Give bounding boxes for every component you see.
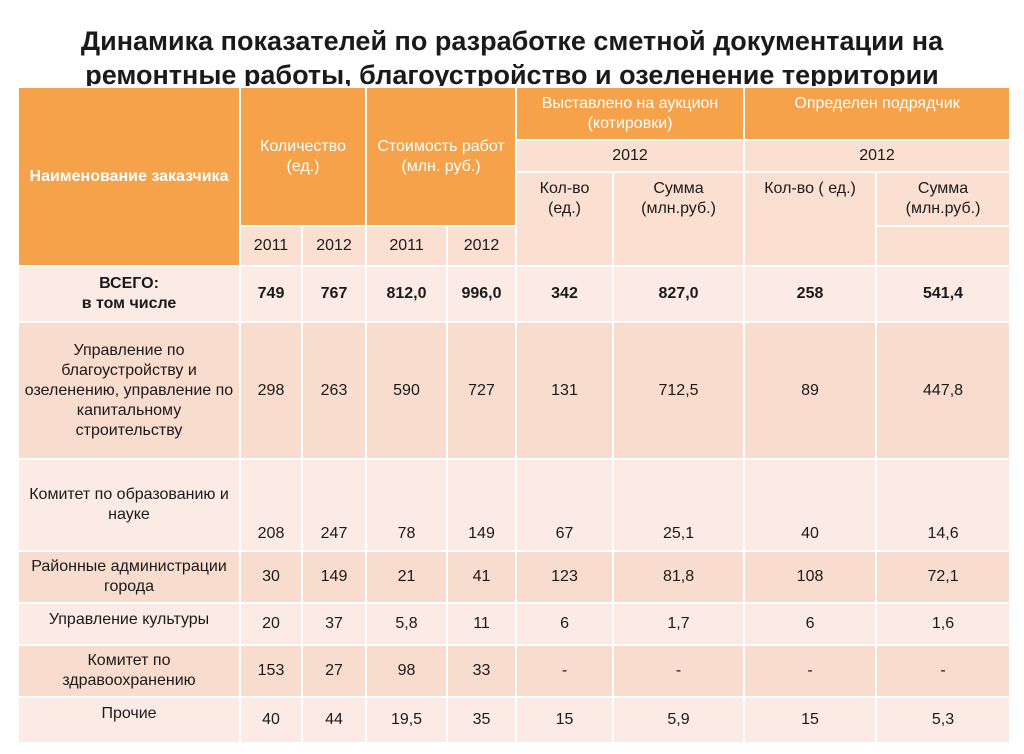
cell-auction-sum: 827,0 [612,265,746,323]
cell-auction-sum: 1,7 [612,602,746,646]
table-row: Прочие 40 44 19,5 35 15 5,9 15 5,3 [17,696,1012,744]
cell-contractor-count: 6 [743,602,878,646]
cell-c2011: 812,0 [365,265,449,323]
cell-auction-sum: 712,5 [612,321,746,460]
header-empty-cell [875,225,1012,267]
cell-q2011: 208 [239,458,303,552]
header-contractor-year: 2012 [743,139,1012,173]
page-title: Динамика показателей по разработке сметн… [0,24,1024,92]
cell-auction-count: 342 [515,265,615,323]
cell-contractor-count: 15 [743,696,878,744]
cell-c2011: 21 [365,550,449,604]
title-line-2: ремонтные работы, благоустройство и озел… [85,60,939,90]
header-contractor-count: Кол-во ( ед.) [743,171,878,267]
cell-q2011: 298 [239,321,303,460]
cell-auction-count: 123 [515,550,615,604]
cell-contractor-sum: 1,6 [875,602,1012,646]
cell-c2011: 5,8 [365,602,449,646]
cell-contractor-sum: 447,8 [875,321,1012,460]
table-row: ВСЕГО: в том числе 749 767 812,0 996,0 3… [17,265,1012,323]
table-row: Управление по благоустройству и озеленен… [17,321,1012,460]
cell-c2012: 727 [446,321,518,460]
cell-auction-sum: - [612,644,746,698]
cell-q2011: 30 [239,550,303,604]
cell-contractor-sum: 72,1 [875,550,1012,604]
cell-c2012: 11 [446,602,518,646]
cell-c2011: 98 [365,644,449,698]
cell-q2012: 247 [300,458,368,552]
cell-q2011: 40 [239,696,303,744]
row-name: Комитет по образованию и науке [17,458,241,552]
cell-contractor-sum: 14,6 [875,458,1012,552]
header-auction-sum: Сумма (млн.руб.) [612,171,746,267]
cell-auction-sum: 25,1 [612,458,746,552]
cell-contractor-count: 258 [743,265,878,323]
cell-q2012: 44 [300,696,368,744]
header-auction-count: Кол-во (ед.) [515,171,615,267]
header-auction-year: 2012 [515,139,746,173]
cell-c2012: 41 [446,550,518,604]
header-contractor-sum: Сумма (млн.руб.) [875,171,1012,227]
row-name: Управление культуры [17,602,241,646]
header-auction: Выставлено на аукцион (котировки) [515,86,746,141]
table-row: Комитет по образованию и науке 208 247 7… [17,458,1012,552]
row-name: Управление по благоустройству и озеленен… [17,321,241,460]
row-name: Комитет по здравоохранению [17,644,241,698]
row-name: Районные администрации города [17,550,241,604]
cell-contractor-sum: 5,3 [875,696,1012,744]
total-sublabel: в том числе [81,295,177,312]
header-quantity-2012: 2012 [300,225,368,267]
cell-q2011: 749 [239,265,303,323]
cell-c2012: 996,0 [446,265,518,323]
cell-contractor-count: 89 [743,321,878,460]
cell-c2012: 149 [446,458,518,552]
cell-q2012: 263 [300,321,368,460]
cell-q2011: 20 [239,602,303,646]
cell-q2012: 27 [300,644,368,698]
header-cost: Стоимость работ (млн. руб.) [365,86,518,227]
table-row: Районные администрации города 30 149 21 … [17,550,1012,604]
header-quantity-2011: 2011 [239,225,303,267]
cell-c2011: 78 [365,458,449,552]
cell-c2012: 33 [446,644,518,698]
table-row: Управление культуры 20 37 5,8 11 6 1,7 6… [17,602,1012,646]
title-line-1: Динамика показателей по разработке сметн… [80,26,944,56]
cell-auction-sum: 5,9 [612,696,746,744]
cell-q2011: 153 [239,644,303,698]
cell-auction-count: 131 [515,321,615,460]
cell-c2012: 35 [446,696,518,744]
cell-c2011: 590 [365,321,449,460]
cell-q2012: 767 [300,265,368,323]
cell-q2012: 149 [300,550,368,604]
cell-auction-count: - [515,644,615,698]
header-cost-2011: 2011 [365,225,449,267]
cell-contractor-count: 40 [743,458,878,552]
header-cost-2012: 2012 [446,225,518,267]
cell-contractor-sum: 541,4 [875,265,1012,323]
header-contractor: Определен подрядчик [743,86,1012,141]
header-customer: Наименование заказчика [17,86,241,267]
cell-auction-count: 15 [515,696,615,744]
row-name: Прочие [17,696,241,744]
cell-c2011: 19,5 [365,696,449,744]
row-name: ВСЕГО: в том числе [17,265,241,323]
data-table: Наименование заказчика Количество (ед.) … [17,86,1012,744]
cell-auction-count: 67 [515,458,615,552]
cell-auction-count: 6 [515,602,615,646]
total-label: ВСЕГО: [99,275,159,292]
cell-contractor-count: 108 [743,550,878,604]
header-quantity: Количество (ед.) [238,86,368,227]
cell-auction-sum: 81,8 [612,550,746,604]
cell-q2012: 37 [300,602,368,646]
cell-contractor-count: - [743,644,878,698]
cell-contractor-sum: - [875,644,1012,698]
table-row: Комитет по здравоохранению 153 27 98 33 … [17,644,1012,698]
